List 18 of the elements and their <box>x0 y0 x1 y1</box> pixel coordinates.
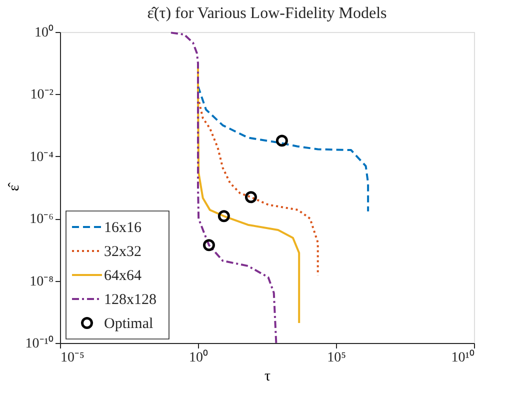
y-tick-label: 10⁰ <box>34 24 54 40</box>
legend-label: 128x128 <box>104 292 156 308</box>
legend-label: Optimal <box>104 316 154 332</box>
y-tick-label: 10⁻⁸ <box>30 274 54 290</box>
legend-label: 32x32 <box>104 244 142 260</box>
x-tick-label: 10⁻⁵ <box>60 350 84 366</box>
y-tick-label: 10⁻⁶ <box>30 212 54 228</box>
y-axis-title: ε̂ <box>6 182 22 192</box>
y-tick-label: 10⁻² <box>30 88 54 103</box>
y-tick-label: 10⁻¹⁰ <box>25 336 54 352</box>
legend-label: 16x16 <box>104 220 142 236</box>
x-tick-label: 10⁵ <box>327 350 346 366</box>
legend-label: 64x64 <box>104 268 142 284</box>
chart-title: ε̂(τ) for Various Low-Fidelity Models <box>147 5 387 22</box>
y-tick-label: 10⁻⁴ <box>30 150 54 165</box>
x-tick-label: 10⁰ <box>189 350 208 366</box>
x-tick-label: 10¹⁰ <box>451 350 474 366</box>
x-axis-title: τ <box>264 368 271 384</box>
